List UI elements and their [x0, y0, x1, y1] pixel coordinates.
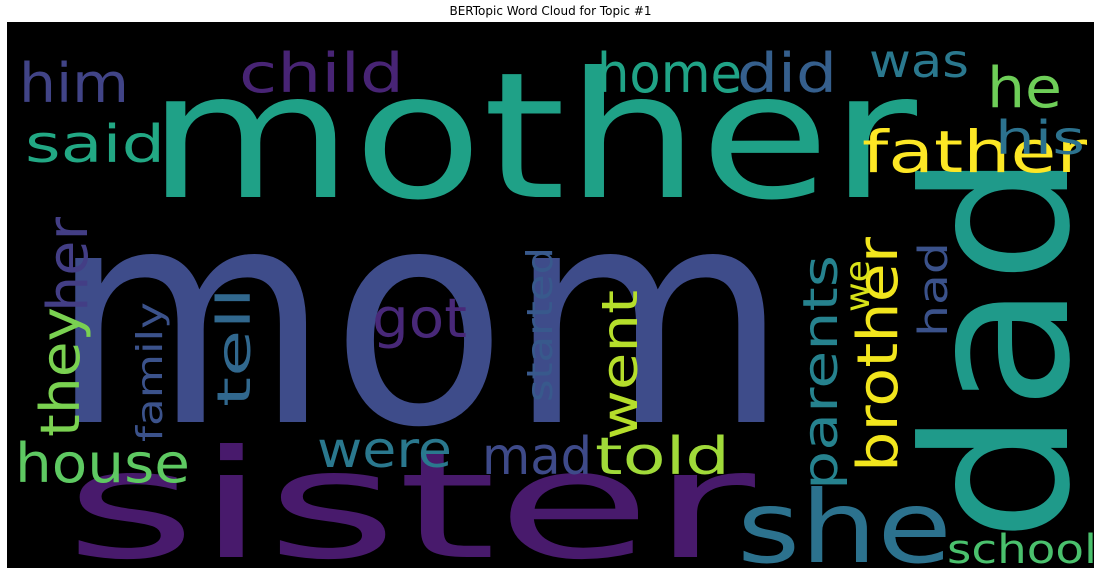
cloud-background: [7, 22, 1094, 568]
word-told: told: [595, 427, 730, 487]
word-did: did: [737, 42, 837, 105]
word-home: home: [597, 42, 742, 105]
word-said: said: [25, 115, 165, 175]
word-was: was: [869, 34, 969, 88]
word-tell: tell: [207, 287, 261, 407]
word-brother: brother: [846, 236, 911, 472]
word-parents: parents: [793, 255, 849, 490]
word-child: child: [239, 42, 404, 105]
word-she: she: [737, 469, 952, 568]
word-had: had: [911, 242, 957, 337]
word-dad: dad: [882, 152, 1094, 542]
word-mad: mad: [482, 427, 592, 487]
word-they: they: [29, 307, 92, 437]
word-mom: mom: [49, 144, 789, 493]
word-mother: mother: [147, 36, 917, 239]
word-him: him: [19, 52, 129, 115]
word-her: her: [36, 216, 101, 312]
word-father: father: [862, 118, 1087, 186]
word-his: his: [995, 111, 1085, 165]
chart-title: BERTopic Word Cloud for Topic #1: [449, 4, 652, 18]
word-were: were: [317, 421, 452, 479]
word-we: we: [838, 260, 878, 312]
word-family: family: [130, 302, 171, 442]
word-sister: sister: [65, 419, 756, 568]
word-went: went: [591, 290, 649, 440]
word-house: house: [15, 432, 190, 495]
word-started: started: [520, 247, 561, 402]
word-school: school: [947, 527, 1094, 568]
word-he: he: [987, 56, 1062, 121]
word-got: got: [372, 287, 467, 350]
